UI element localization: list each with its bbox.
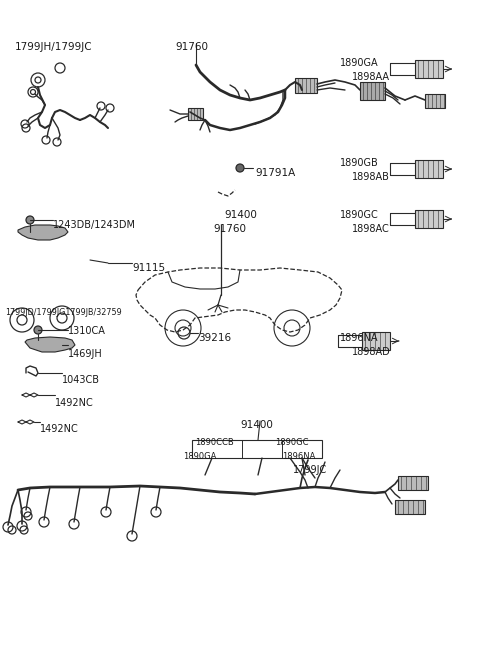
Text: 1469JH: 1469JH	[68, 349, 103, 359]
Text: 91791A: 91791A	[255, 168, 295, 178]
Bar	[395, 500, 425, 514]
Text: 39216: 39216	[198, 333, 231, 343]
Bar	[415, 60, 443, 78]
Text: 1890GC: 1890GC	[340, 210, 379, 220]
Polygon shape	[18, 225, 68, 240]
Bar	[188, 108, 203, 120]
Text: 1890GC: 1890GC	[275, 438, 309, 447]
Text: 1492NC: 1492NC	[40, 424, 79, 434]
Text: 1896NA: 1896NA	[340, 333, 379, 343]
Text: 1898AB: 1898AB	[352, 172, 390, 182]
Text: 1890GB: 1890GB	[340, 158, 379, 168]
Bar	[415, 210, 443, 228]
Text: 91400: 91400	[224, 210, 257, 220]
Text: 1898AC: 1898AC	[352, 224, 390, 234]
Circle shape	[236, 164, 244, 172]
Text: 1492NC: 1492NC	[55, 398, 94, 408]
Text: 1896NA: 1896NA	[282, 452, 315, 461]
Text: 1310CA: 1310CA	[68, 326, 106, 336]
Circle shape	[26, 216, 34, 224]
Bar	[192, 440, 322, 458]
Text: 1898AA: 1898AA	[352, 72, 390, 82]
Bar	[295, 78, 317, 93]
Circle shape	[34, 326, 42, 334]
Text: 1799JH/1799JC: 1799JH/1799JC	[15, 42, 93, 52]
Text: 1799JD/1799JG1799JB/32759: 1799JD/1799JG1799JB/32759	[5, 308, 122, 317]
Text: 1890GA: 1890GA	[183, 452, 216, 461]
Bar	[415, 160, 443, 178]
Text: 91760: 91760	[213, 224, 246, 234]
Bar	[425, 94, 445, 108]
Bar	[398, 476, 428, 490]
Polygon shape	[25, 337, 75, 352]
Text: 1898AD: 1898AD	[352, 347, 391, 357]
Text: 1890CCB: 1890CCB	[195, 438, 234, 447]
Text: 1043CB: 1043CB	[62, 375, 100, 385]
Text: 1799JC: 1799JC	[293, 465, 327, 475]
Bar	[362, 332, 390, 350]
Bar	[360, 82, 385, 100]
Text: 91760: 91760	[175, 42, 208, 52]
Text: 1890GA: 1890GA	[340, 58, 379, 68]
Text: 91400: 91400	[240, 420, 273, 430]
Text: 91115: 91115	[132, 263, 165, 273]
Text: 1243DB/1243DM: 1243DB/1243DM	[53, 220, 136, 230]
